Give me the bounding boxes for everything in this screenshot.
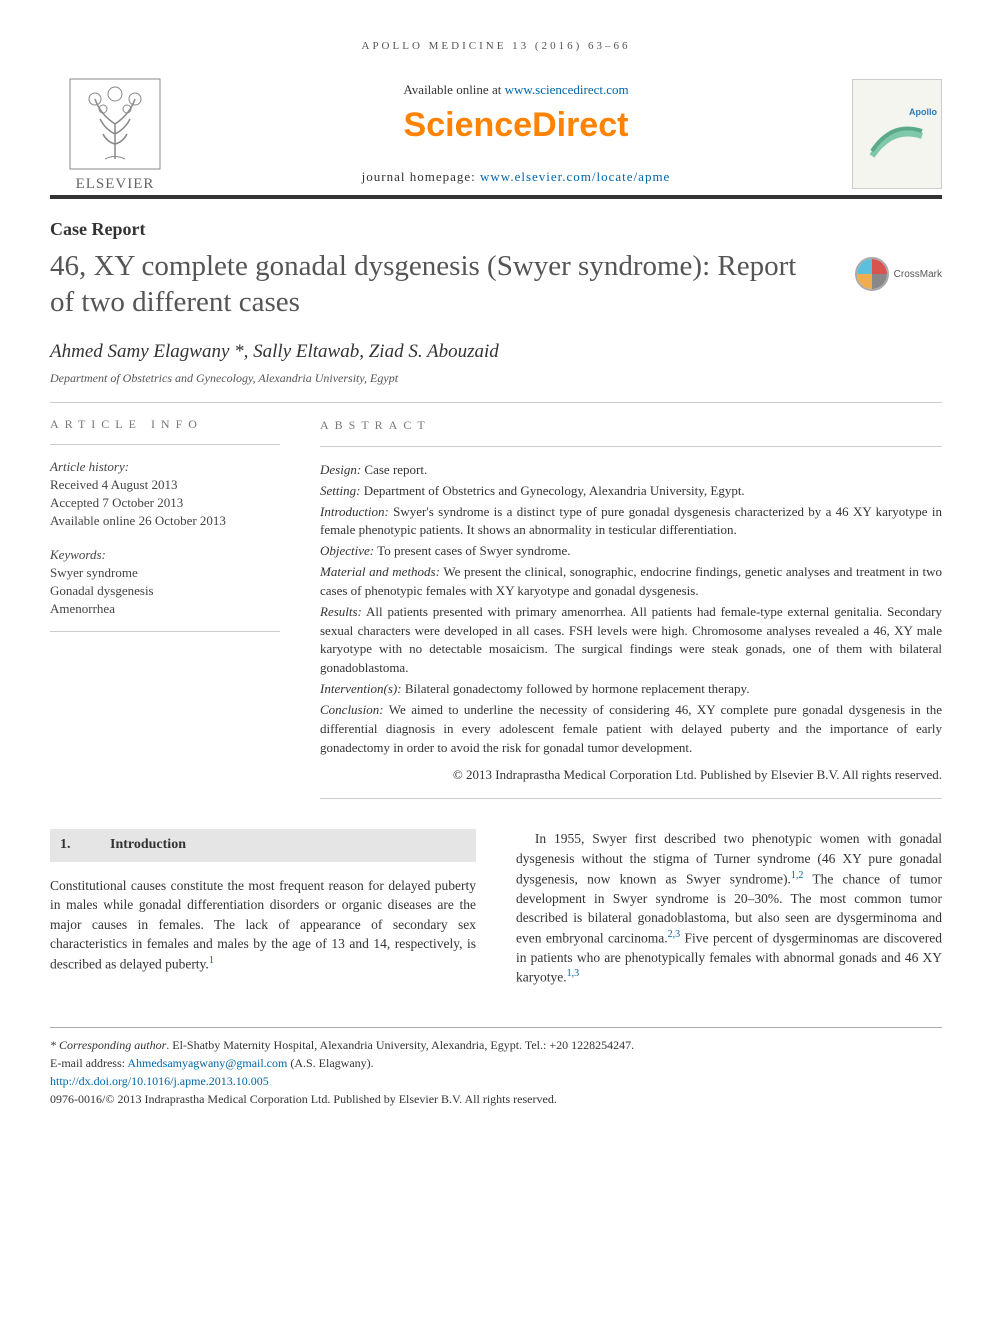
abs-label: Results:	[320, 604, 362, 619]
abstract-heading: ABSTRACT	[320, 417, 942, 434]
keyword: Swyer syndrome	[50, 565, 280, 581]
body-paragraph: In 1955, Swyer first described two pheno…	[516, 829, 942, 987]
abs-text: To present cases of Swyer syndrome.	[374, 543, 570, 558]
section-title: Introduction	[110, 835, 186, 855]
elsevier-logo-box: ELSEVIER	[50, 74, 180, 193]
received-date: Received 4 August 2013	[50, 477, 280, 493]
abs-text: Case report.	[361, 462, 427, 477]
article-info-heading: ARTICLE INFO	[50, 417, 280, 432]
abs-text: Swyer's syndrome is a distinct type of p…	[320, 504, 942, 538]
available-prefix: Available online at	[403, 82, 504, 97]
abstract-conclusion: Conclusion: We aimed to underline the ne…	[320, 701, 942, 758]
accepted-date: Accepted 7 October 2013	[50, 495, 280, 511]
corr-label: * Corresponding author	[50, 1038, 166, 1052]
divider	[50, 444, 280, 445]
divider	[50, 402, 942, 403]
email-suffix: (A.S. Elagwany).	[287, 1056, 373, 1070]
masthead: ELSEVIER Available online at www.science…	[50, 72, 942, 199]
keywords-block: Keywords: Swyer syndrome Gonadal dysgene…	[50, 547, 280, 617]
abstract-methods: Material and methods: We present the cli…	[320, 563, 942, 601]
doi-link[interactable]: http://dx.doi.org/10.1016/j.apme.2013.10…	[50, 1074, 269, 1088]
authors: Ahmed Samy Elagwany *, Sally Eltawab, Zi…	[50, 341, 942, 363]
journal-cover-title: Apollo	[853, 107, 941, 117]
abstract-copyright: © 2013 Indraprastha Medical Corporation …	[320, 766, 942, 785]
issn-copyright: 0976-0016/© 2013 Indraprastha Medical Co…	[50, 1090, 942, 1108]
citation-link[interactable]: 1,3	[567, 968, 580, 979]
abs-text: Department of Obstetrics and Gynecology,…	[360, 483, 744, 498]
history-label: Article history:	[50, 459, 280, 475]
crossmark-badge[interactable]: CrossMark	[854, 256, 942, 292]
abs-label: Introduction:	[320, 504, 389, 519]
body-column-left: 1. Introduction Constitutional causes co…	[50, 829, 476, 997]
article-type: Case Report	[50, 219, 942, 240]
masthead-center: Available online at www.sciencedirect.co…	[180, 72, 852, 195]
keyword: Gonadal dysgenesis	[50, 583, 280, 599]
divider	[50, 631, 280, 632]
abstract-objective: Objective: To present cases of Swyer syn…	[320, 542, 942, 561]
body-text: Constitutional causes constitute the mos…	[50, 878, 476, 972]
keywords-label: Keywords:	[50, 547, 280, 563]
title-row: 46, XY complete gonadal dysgenesis (Swye…	[50, 248, 942, 321]
abs-label: Conclusion:	[320, 702, 384, 717]
journal-homepage-line: journal homepage: www.elsevier.com/locat…	[200, 169, 832, 185]
journal-cover-swoosh-icon	[867, 121, 927, 161]
corresponding-author: * Corresponding author. El-Shatby Matern…	[50, 1036, 942, 1054]
citation-link[interactable]: 1	[209, 955, 214, 966]
sciencedirect-brand: ScienceDirect	[200, 106, 832, 145]
journal-homepage-link[interactable]: www.elsevier.com/locate/apme	[480, 169, 670, 184]
keyword: Amenorrhea	[50, 601, 280, 617]
abstract-intro: Introduction: Swyer's syndrome is a dist…	[320, 503, 942, 541]
abs-label: Intervention(s):	[320, 681, 402, 696]
available-online-line: Available online at www.sciencedirect.co…	[200, 82, 832, 98]
body-columns: 1. Introduction Constitutional causes co…	[50, 829, 942, 997]
abstract-setting: Setting: Department of Obstetrics and Gy…	[320, 482, 942, 501]
crossmark-label: CrossMark	[894, 269, 942, 280]
running-header: APOLLO MEDICINE 13 (2016) 63–66	[50, 40, 942, 52]
citation-link[interactable]: 1,2	[791, 870, 804, 881]
elsevier-tree-icon	[65, 74, 165, 174]
abs-label: Design:	[320, 462, 361, 477]
abs-text: Bilateral gonadectomy followed by hormon…	[402, 681, 750, 696]
online-date: Available online 26 October 2013	[50, 513, 280, 529]
divider	[320, 798, 942, 799]
journal-cover-thumbnail: Apollo	[852, 79, 942, 189]
email-label: E-mail address:	[50, 1056, 127, 1070]
abs-label: Objective:	[320, 543, 374, 558]
article-title: 46, XY complete gonadal dysgenesis (Swye…	[50, 248, 854, 321]
section-heading: 1. Introduction	[50, 829, 476, 861]
body-column-right: In 1955, Swyer first described two pheno…	[516, 829, 942, 997]
abs-text: All patients presented with primary amen…	[320, 604, 942, 676]
elsevier-name: ELSEVIER	[50, 176, 180, 193]
footnotes: * Corresponding author. El-Shatby Matern…	[50, 1027, 942, 1108]
abstract-intervention: Intervention(s): Bilateral gonadectomy f…	[320, 680, 942, 699]
section-number: 1.	[60, 835, 110, 855]
sciencedirect-url-link[interactable]: www.sciencedirect.com	[505, 82, 629, 97]
affiliation: Department of Obstetrics and Gynecology,…	[50, 371, 942, 386]
abstract-column: ABSTRACT Design: Case report. Setting: D…	[320, 417, 942, 800]
abs-label: Material and methods:	[320, 564, 440, 579]
abs-label: Setting:	[320, 483, 360, 498]
article-info-column: ARTICLE INFO Article history: Received 4…	[50, 417, 280, 800]
corr-text: . El-Shatby Maternity Hospital, Alexandr…	[166, 1038, 634, 1052]
body-paragraph: Constitutional causes constitute the mos…	[50, 876, 476, 974]
homepage-prefix: journal homepage:	[362, 169, 480, 184]
citation-link[interactable]: 2,3	[668, 929, 681, 940]
email-link[interactable]: Ahmedsamyagwany@gmail.com	[127, 1056, 287, 1070]
info-abstract-row: ARTICLE INFO Article history: Received 4…	[50, 417, 942, 800]
email-line: E-mail address: Ahmedsamyagwany@gmail.co…	[50, 1054, 942, 1072]
abs-text: We aimed to underline the necessity of c…	[320, 702, 942, 755]
abstract-results: Results: All patients presented with pri…	[320, 603, 942, 678]
divider	[320, 446, 942, 447]
crossmark-icon	[854, 256, 890, 292]
abstract-design: Design: Case report.	[320, 461, 942, 480]
